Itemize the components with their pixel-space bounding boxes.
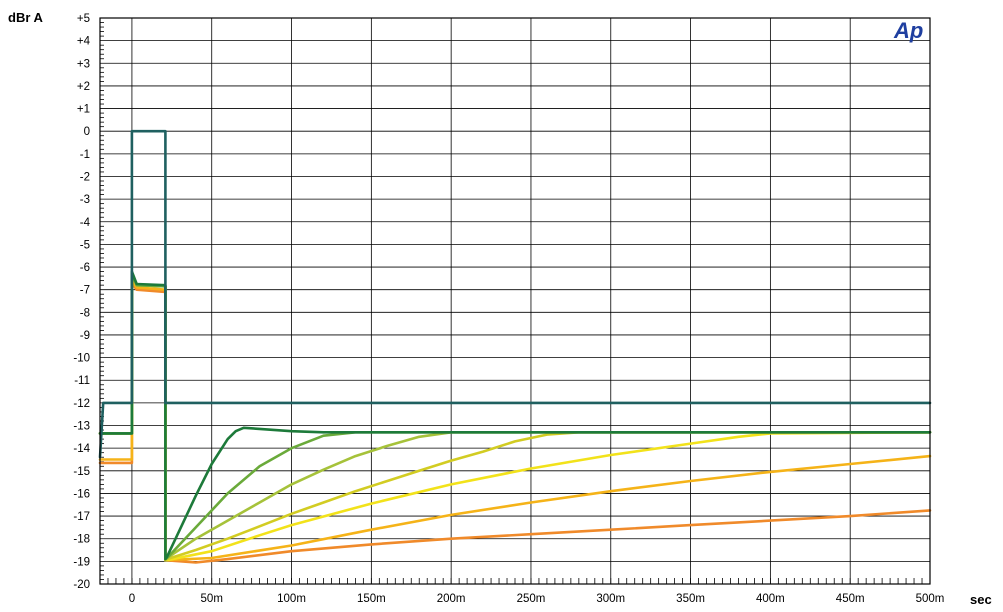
y-tick-label: -17 <box>73 511 90 523</box>
y-tick-label: -13 <box>73 421 90 433</box>
x-tick-label: 250m <box>517 593 546 605</box>
y-axis-label: dBr A <box>8 10 44 25</box>
series-line-5 <box>98 272 932 562</box>
y-tick-label: -12 <box>73 398 90 410</box>
y-tick-label: -20 <box>73 579 90 591</box>
y-tick-label: -2 <box>80 171 90 183</box>
y-tick-label: -3 <box>80 194 90 206</box>
y-tick-label: -15 <box>73 466 90 478</box>
y-tick-label: -14 <box>73 443 90 455</box>
series-line-6 <box>98 272 932 562</box>
ap-logo: Ap <box>893 18 923 43</box>
y-tick-label: +3 <box>77 58 90 70</box>
y-tick-label: +1 <box>77 104 90 116</box>
x-tick-label: 100m <box>277 593 306 605</box>
minor-tick-layer <box>99 22 931 584</box>
x-tick-label: 400m <box>756 593 785 605</box>
series-line-1 <box>98 129 932 459</box>
y-tick-label: -16 <box>73 488 90 500</box>
grid-layer <box>100 17 931 585</box>
x-tick-label: 200m <box>437 593 466 605</box>
y-tick-label: -7 <box>80 285 90 297</box>
y-tick-label: -1 <box>80 149 90 161</box>
y-tick-label: -10 <box>73 353 90 365</box>
x-tick-label: 350m <box>676 593 705 605</box>
x-tick-label: 500m <box>916 593 945 605</box>
x-tick-label: 150m <box>357 593 386 605</box>
x-tick-label: 450m <box>836 593 865 605</box>
y-tick-label: -6 <box>80 262 90 274</box>
x-tick-label: 0 <box>129 593 135 605</box>
y-tick-label: +5 <box>77 13 90 25</box>
series-line-8 <box>98 281 932 564</box>
y-tick-label: -11 <box>74 375 90 387</box>
x-tick-labels: 0 50m 100m 150m 200m 250m 300m 350m 400m 450m 500m <box>129 593 945 605</box>
y-tick-label: -19 <box>73 556 90 568</box>
x-axis-label: sec <box>970 592 992 607</box>
series-layer <box>98 129 932 564</box>
y-tick-label: -4 <box>80 217 91 229</box>
y-tick-label: -9 <box>80 330 90 342</box>
x-tick-label: 300m <box>596 593 625 605</box>
series-line-2 <box>98 270 932 561</box>
series-line-7 <box>98 279 932 562</box>
y-tick-label: -18 <box>73 534 90 546</box>
y-tick-label: +2 <box>77 81 90 93</box>
y-tick-label: +4 <box>77 36 91 48</box>
y-tick-label: 0 <box>84 126 90 138</box>
x-tick-label: 50m <box>201 593 223 605</box>
y-tick-label: -5 <box>80 239 90 251</box>
y-tick-label: -8 <box>80 307 90 319</box>
y-tick-labels: +5 +4 +3 +2 +1 0 -1 -2 -3 -4 -5 -6 -7 -8 -9 -10 -11 -12 -1… <box>73 13 90 591</box>
plot-frame <box>99 17 931 585</box>
